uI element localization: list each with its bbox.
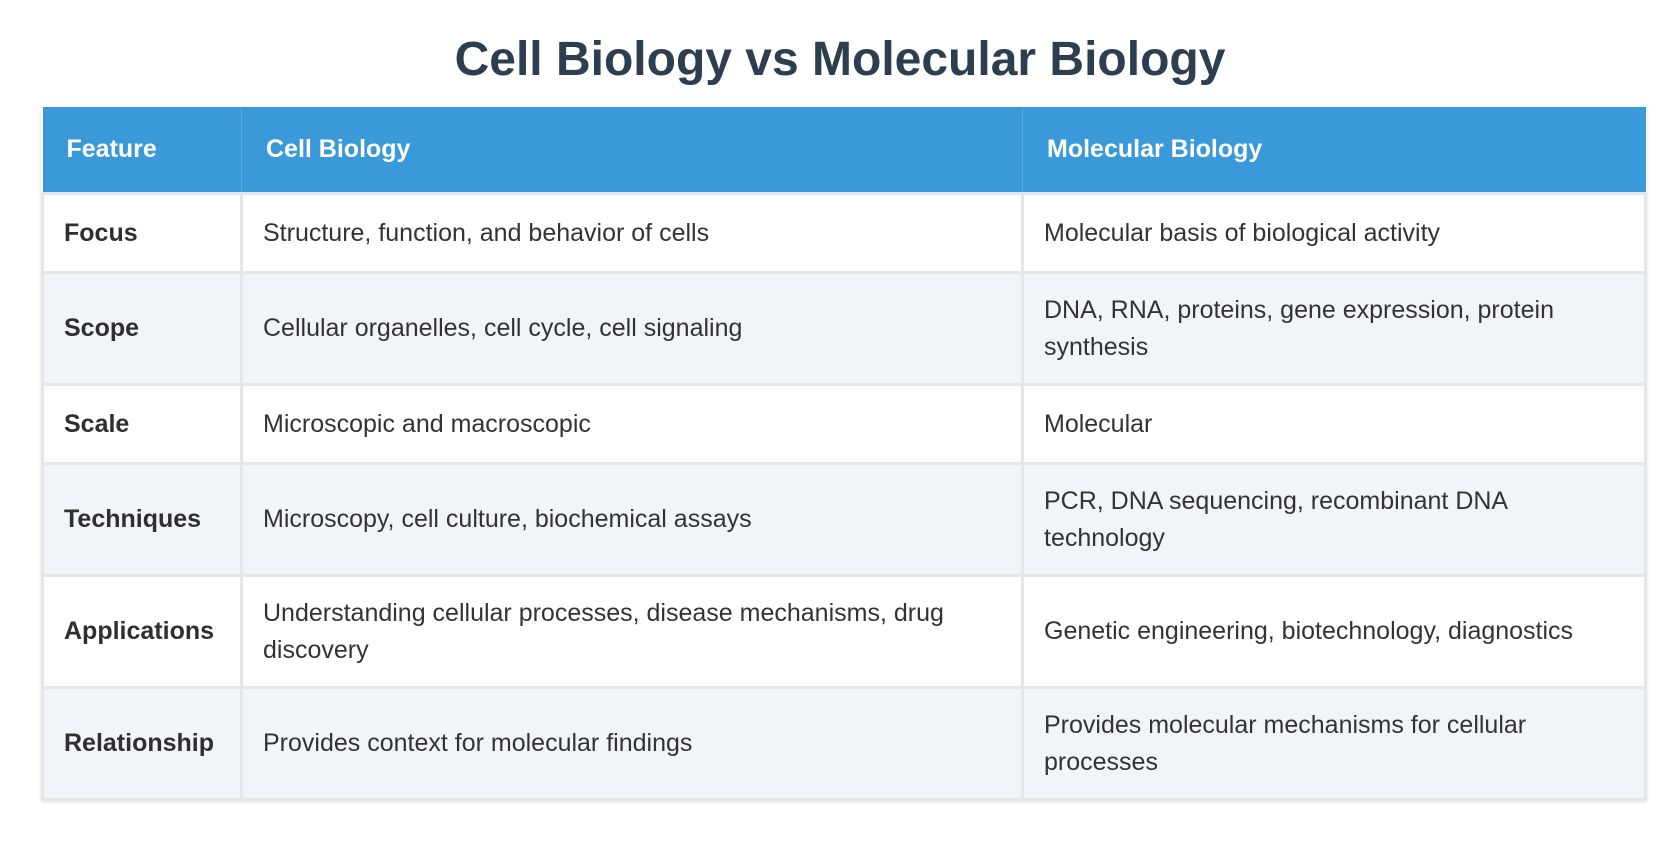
page-title: Cell Biology vs Molecular Biology: [454, 33, 1226, 86]
feature-cell: Applications: [41, 574, 243, 689]
table-row: Focus Structure, function, and behavior …: [41, 192, 1647, 274]
molecular-biology-cell: Genetic engineering, biotechnology, diag…: [1021, 574, 1647, 689]
table-row: Relationship Provides context for molecu…: [41, 686, 1647, 801]
column-header-cell-biology: Cell Biology: [241, 107, 1023, 194]
table-row: Scope Cellular organelles, cell cycle, c…: [41, 271, 1647, 386]
table-row: Techniques Microscopy, cell culture, bio…: [41, 462, 1647, 577]
cell-biology-cell: Microscopy, cell culture, biochemical as…: [240, 462, 1024, 577]
cell-biology-cell: Understanding cellular processes, diseas…: [240, 574, 1024, 689]
molecular-biology-cell: PCR, DNA sequencing, recombinant DNA tec…: [1021, 462, 1647, 577]
column-header-feature: Feature: [42, 107, 242, 194]
feature-cell: Techniques: [41, 462, 243, 577]
feature-cell: Scope: [41, 271, 243, 386]
molecular-biology-cell: DNA, RNA, proteins, gene expression, pro…: [1021, 271, 1647, 386]
table-row: Scale Microscopic and macroscopic Molecu…: [41, 383, 1647, 465]
feature-cell: Relationship: [41, 686, 243, 801]
cell-biology-cell: Provides context for molecular findings: [240, 686, 1024, 801]
feature-cell: Scale: [41, 383, 243, 465]
molecular-biology-cell: Molecular: [1021, 383, 1647, 465]
table-row: Applications Understanding cellular proc…: [41, 574, 1647, 689]
feature-cell: Focus: [41, 192, 243, 274]
table-header-row: Feature Cell Biology Molecular Biology: [42, 107, 1646, 194]
cell-biology-cell: Structure, function, and behavior of cel…: [240, 192, 1024, 274]
molecular-biology-cell: Molecular basis of biological activity: [1021, 192, 1647, 274]
column-header-molecular-biology: Molecular Biology: [1022, 107, 1646, 194]
comparison-table: Feature Cell Biology Molecular Biology F…: [41, 107, 1647, 801]
cell-biology-cell: Cellular organelles, cell cycle, cell si…: [240, 271, 1024, 386]
molecular-biology-cell: Provides molecular mechanisms for cellul…: [1021, 686, 1647, 801]
cell-biology-cell: Microscopic and macroscopic: [240, 383, 1024, 465]
